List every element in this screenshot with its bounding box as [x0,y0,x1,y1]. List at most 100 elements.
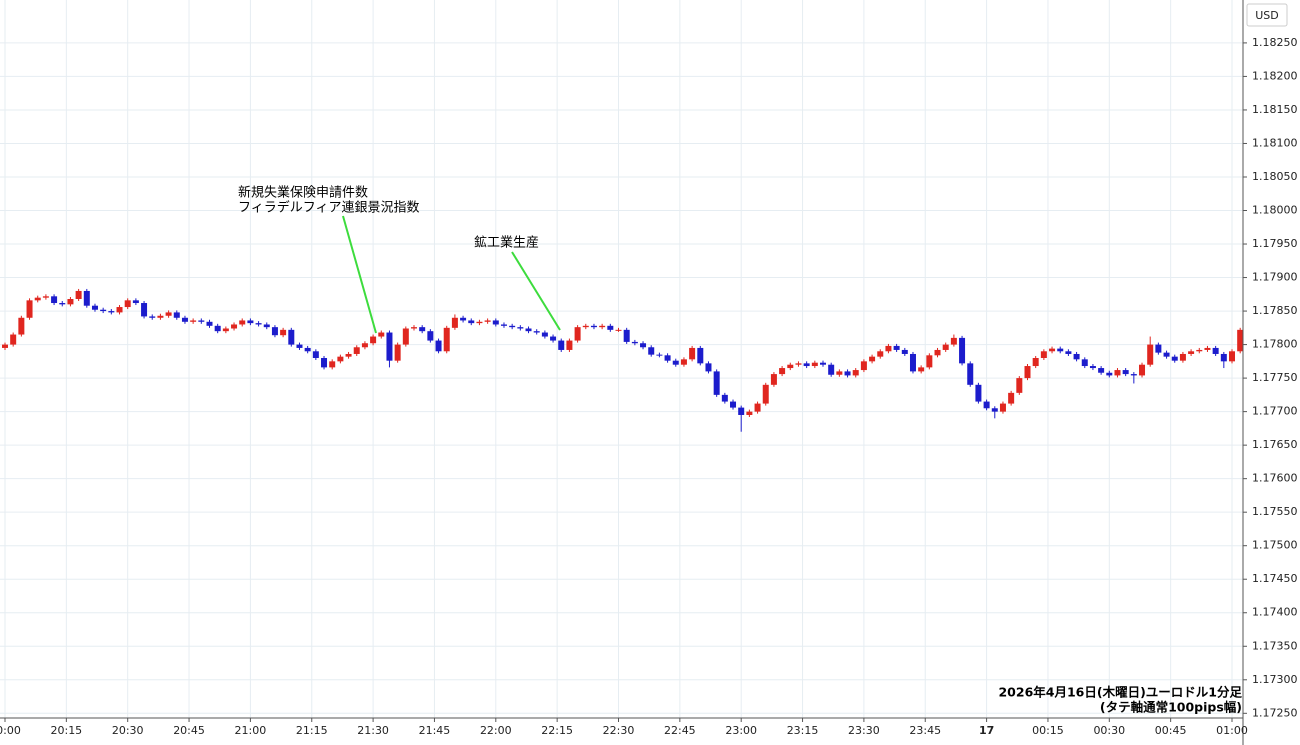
y-tick-label: 1.17400 [1252,606,1298,619]
candle-body [934,349,941,356]
candle-body [108,311,115,313]
x-tick-label: 22:45 [664,724,696,737]
candle-body [1073,353,1080,360]
candle-body [942,344,949,350]
candle-body [271,327,278,336]
candle-body [959,337,966,364]
candle-body [918,367,925,372]
candle-body [173,312,180,318]
candle-body [1155,344,1162,353]
candle-body [321,357,328,368]
x-tick-label: 21:00 [235,724,267,737]
x-tick-label: 00:30 [1093,724,1125,737]
candle-body [100,309,107,312]
candle-body [181,317,188,322]
chart-note: (タテ軸通常100pips幅) [1100,700,1242,715]
y-tick-label: 1.18200 [1252,69,1298,82]
candle-body [149,316,156,318]
candle-body [640,343,647,348]
candle-body [484,320,491,322]
candle-body [558,340,565,350]
candle-body [312,351,319,358]
candle-body [214,325,221,332]
y-tick-label: 1.17800 [1252,338,1298,351]
candle-body [999,403,1006,412]
y-tick-label: 1.17850 [1252,304,1298,317]
candle-body [607,325,614,330]
y-tick-label: 1.17700 [1252,405,1298,418]
candle-body [1016,378,1023,393]
x-tick-label: 22:00 [480,724,512,737]
candle-body [239,320,246,325]
candle-body [280,329,287,336]
y-tick-label: 1.17600 [1252,472,1298,485]
candle-body [329,361,336,368]
candle-body [566,340,573,350]
candle-body [378,332,385,337]
currency: USD [1255,9,1279,22]
candle-body [83,290,90,306]
candle-body [402,328,409,345]
candle-body [1081,359,1088,367]
candle-body [770,374,777,385]
candle-body [950,337,957,345]
candle-body [550,336,557,341]
candle-body [165,312,172,316]
candle-body [34,297,41,301]
candle-body [427,331,434,341]
candle-body [811,362,818,367]
y-tick-label: 1.17950 [1252,237,1298,250]
chart-note: 2026年4月16日(木曜日)ユーロドル1分足 [998,685,1242,700]
x-tick-label: 20:45 [173,724,205,737]
candle-body [582,325,589,328]
y-tick-label: 1.18100 [1252,136,1298,149]
candle-body [91,305,98,310]
candle-body [476,321,483,324]
x-tick-label: 23:00 [725,724,757,737]
candle-body [525,328,532,332]
candle-body [1139,364,1146,376]
candle-body [615,329,622,331]
candle-body [124,300,131,308]
candle-body [705,363,712,372]
x-tick-label: 21:45 [419,724,451,737]
candle-body [656,354,663,356]
candle-body [1196,349,1203,352]
candle-body [411,327,417,329]
candle-body [247,320,254,324]
candle-body [492,320,499,325]
candle-body [296,344,303,348]
x-tick-label: 01:00 [1216,724,1248,737]
candle-body [541,332,548,337]
candle-body [590,325,597,328]
candle-body [1008,392,1015,404]
candle-body [820,362,826,365]
candle-body [1229,351,1235,362]
candles [2,288,1243,432]
candle-body [689,347,696,360]
candle-body [42,296,49,298]
candle-body [680,359,687,365]
y-tick-label: 1.17350 [1252,639,1298,652]
candle-body [738,407,745,415]
candle-body [255,323,262,325]
candle-body [1122,370,1129,375]
candle-body [190,320,197,322]
candle-body [1024,366,1031,379]
candle-body [26,300,33,318]
x-tick-label: 21:30 [357,724,389,737]
candle-body [762,384,769,404]
candle-body [361,343,368,348]
candle-body [1089,366,1096,369]
candle-body [1057,348,1064,352]
candle-body [599,325,606,328]
candle-body [198,320,205,322]
candle-body [779,368,786,375]
annotation: 鉱工業生産 [474,235,539,251]
candle-body [1179,353,1186,361]
candle-body [828,364,835,375]
candle-body [852,370,859,376]
